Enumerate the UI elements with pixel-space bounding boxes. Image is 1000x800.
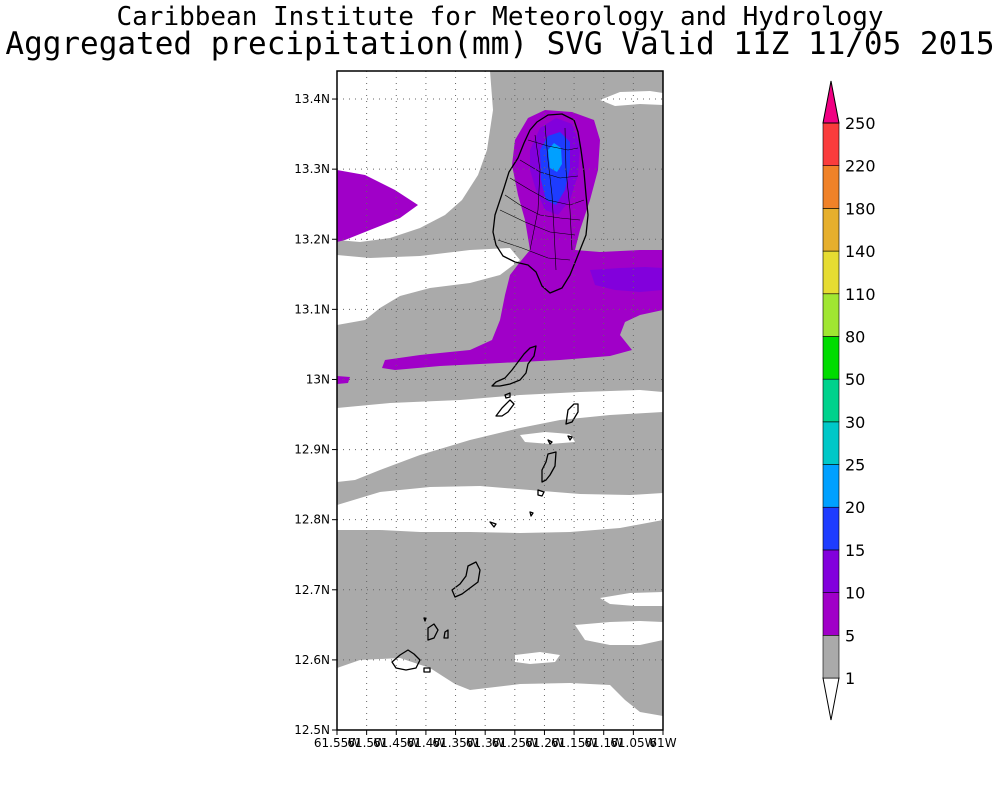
colorbar-swatch: [822, 165, 840, 209]
colorbar-label: 10: [845, 584, 865, 603]
longitude-axis: 61.55W61.5W61.45W61.4W61.35W61.3W61.25W6…: [314, 730, 677, 750]
dry-area: [600, 91, 663, 106]
coastline-islet: [504, 392, 511, 399]
coastline-islet: [423, 667, 431, 673]
colorbar-label: 180: [845, 199, 876, 218]
colorbar-label: 1: [845, 669, 855, 688]
lat-tick-label: 13.3N: [294, 162, 330, 176]
dry-area: [600, 592, 663, 606]
coastline-islet: [547, 439, 553, 445]
colorbar-label: 50: [845, 370, 865, 389]
dry-area: [520, 432, 575, 444]
colorbar-swatch: [822, 549, 840, 593]
colorbar-swatch: [822, 635, 840, 679]
lat-tick-label: 13.4N: [294, 92, 330, 106]
coastline-st-vincent: [492, 113, 589, 294]
coastline-carriacou: [451, 561, 481, 598]
coastline-islet: [489, 521, 497, 528]
lon-tick-label: 61.2W: [525, 736, 564, 750]
lat-tick-label: 12.9N: [294, 443, 330, 457]
coastline-islet: [495, 399, 515, 417]
precip-field: [337, 71, 663, 730]
lat-tick-label: 13N: [306, 372, 330, 386]
colorbar-label: 220: [845, 157, 876, 176]
colorbar-swatch: [822, 421, 840, 465]
lat-tick-label: 13.2N: [294, 232, 330, 246]
colorbar-label: 25: [845, 456, 865, 475]
lat-tick-label: 12.5N: [294, 723, 330, 737]
coastline-islet: [443, 629, 449, 639]
coastline-canouan: [565, 403, 579, 425]
lon-tick-label: 61.55W: [314, 736, 360, 750]
dry-area: [337, 248, 520, 325]
lon-tick-label: 61.3W: [466, 736, 505, 750]
dry-area: [337, 390, 663, 482]
lon-tick-label: 61.35W: [432, 736, 478, 750]
colorbar-swatch: [822, 464, 840, 508]
lon-tick-label: 61.25W: [492, 736, 538, 750]
colorbar-swatch: [822, 293, 840, 337]
coastline-bequia: [491, 345, 537, 387]
colorbar-under-arrow: [822, 677, 840, 721]
lon-tick-label: 61.4W: [407, 736, 446, 750]
precip-band-5-10: [337, 376, 350, 384]
coastline-mayreau: [541, 451, 557, 483]
colorbar-label: 5: [845, 626, 855, 645]
grid-lines: [337, 71, 663, 730]
dry-area: [575, 621, 663, 645]
dry-area: [337, 486, 663, 533]
colorbar-swatch: [822, 378, 840, 423]
lon-tick-label: 61.15W: [551, 736, 597, 750]
colorbar-label: 30: [845, 413, 865, 432]
colorbar-swatch: [822, 336, 840, 380]
precip-band-5-10: [382, 110, 663, 370]
colorbar-swatch: [822, 592, 840, 636]
colorbar-swatch: [822, 122, 840, 166]
coastline-islet: [423, 617, 427, 622]
dry-area: [515, 652, 560, 664]
coastlines: [391, 113, 589, 673]
chart-title-line1: Caribbean Institute for Meteorology and …: [116, 2, 884, 32]
colorbar-label: 140: [845, 242, 876, 261]
colorbar-label: 250: [845, 114, 876, 133]
island-interior-lines: [497, 124, 585, 271]
colorbar-over-arrow: [822, 80, 840, 124]
lat-tick-label: 12.6N: [294, 653, 330, 667]
lon-tick-label: 61.05W: [610, 736, 656, 750]
lat-tick-label: 12.8N: [294, 513, 330, 527]
coastline-islet: [391, 649, 421, 671]
lon-tick-label: 61.45W: [373, 736, 419, 750]
lon-tick-label: 61.5W: [347, 736, 386, 750]
colorbar-swatch: [822, 506, 840, 551]
lon-tick-label: 61W: [649, 736, 676, 750]
colorbar-label: 20: [845, 498, 865, 517]
coastline-islet: [427, 623, 439, 641]
coastline-islet: [537, 489, 545, 497]
precip-band-10-15: [590, 267, 663, 292]
map-frame: [336, 70, 664, 731]
coastline-islet: [529, 511, 534, 517]
colorbar-label: 15: [845, 541, 865, 560]
lat-tick-label: 13.1N: [294, 302, 330, 316]
latitude-axis: 13.4N 13.3N 13.2N 13.1N 13N 12.9N 12.8N 12.7N 12…: [294, 92, 337, 737]
dry-area: [337, 658, 663, 730]
chart-title-line2: Aggregated precipitation(mm) SVG Valid 1…: [5, 26, 995, 62]
precip-band-5-10: [337, 170, 418, 242]
lon-tick-label: 61.1W: [584, 736, 623, 750]
colorbar-swatch: [822, 250, 840, 295]
coastline-islet: [567, 435, 573, 441]
colorbar-label: 110: [845, 285, 876, 304]
colorbar-swatch: [822, 208, 840, 252]
colorbar-label: 80: [845, 327, 865, 346]
precip-band-20-25: [548, 143, 562, 172]
lat-tick-label: 12.7N: [294, 583, 330, 597]
